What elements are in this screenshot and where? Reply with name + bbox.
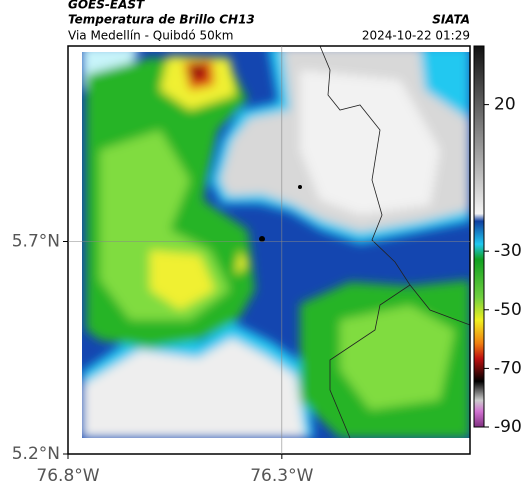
location-marker [259, 236, 265, 242]
colorbar-tick-label: -50 [494, 300, 522, 320]
boundary-line [319, 45, 411, 439]
region: Via Medellín - Quibdó 50km [68, 29, 233, 43]
y-tick-label: 5.2°N [12, 444, 60, 464]
boundary-line [409, 284, 471, 326]
map-frame [67, 45, 471, 455]
colorbar [473, 45, 485, 428]
x-tick-label: 76.3°W [250, 466, 313, 486]
colorbar-tick-label: -30 [494, 241, 522, 261]
timestamp: 2024-10-22 01:29 [362, 29, 470, 43]
satellite-image [82, 52, 470, 438]
colorbar-tick-label: 20 [494, 95, 516, 115]
colorbar-tick-label: -90 [494, 417, 522, 437]
product: Temperatura de Brillo CH13 [68, 13, 255, 27]
y-tick-label: 5.7°N [12, 232, 60, 252]
location-marker [298, 185, 302, 189]
x-tick-label: 76.8°W [36, 466, 99, 486]
agency: SIATA [432, 13, 470, 27]
source: GOES-EAST [68, 0, 145, 12]
colorbar-tick-label: -70 [494, 358, 522, 378]
